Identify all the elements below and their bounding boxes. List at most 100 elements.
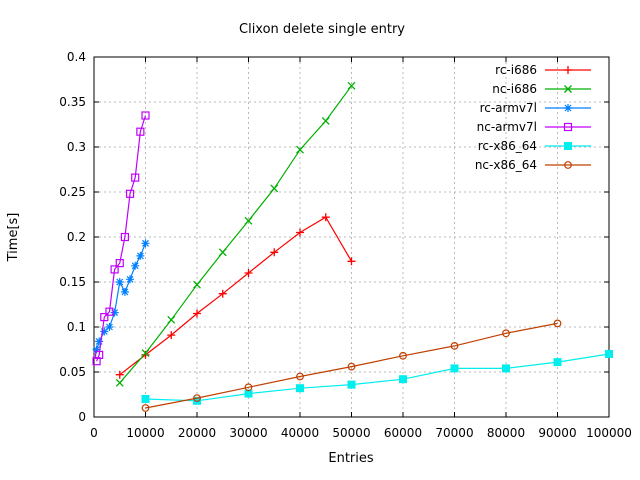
marker-filled-square: [399, 375, 407, 384]
marker-cross: [296, 145, 304, 154]
marker-open-square: [100, 313, 109, 322]
x-axis-label: Entries: [328, 451, 374, 466]
chart-title: Clixon delete single entry: [239, 22, 405, 37]
marker-plus: [270, 248, 279, 257]
marker-star: [120, 287, 129, 296]
x-tick-label: 70000: [435, 426, 473, 440]
marker-open-square: [563, 122, 573, 132]
marker-open-circle: [502, 329, 510, 338]
marker-open-square: [110, 265, 119, 274]
y-tick-label: 0.15: [59, 275, 86, 289]
marker-open-square: [131, 173, 140, 182]
marker-open-square: [92, 357, 101, 366]
marker-star: [110, 308, 119, 317]
y-tick-label: 0.1: [67, 320, 86, 334]
legend-label-rc-i686: rc-i686: [495, 63, 537, 77]
series-line-rc-x86_64: [145, 353, 610, 402]
marker-plus: [296, 228, 304, 237]
marker-plus: [115, 370, 124, 379]
y-tick-label: 0.25: [59, 185, 86, 199]
legend-label-rc-x86_64: rc-x86_64: [478, 139, 537, 153]
marker-cross: [167, 315, 176, 324]
marker-star: [95, 337, 104, 346]
y-tick-label: 0.35: [59, 95, 86, 109]
marker-open-circle: [193, 394, 201, 403]
marker-open-circle: [564, 161, 572, 169]
marker-open-circle: [399, 351, 407, 360]
marker-filled-square: [193, 396, 201, 405]
marker-cross: [564, 85, 572, 93]
marker-star: [105, 323, 114, 331]
marker-plus: [167, 331, 176, 340]
marker-open-circle: [141, 404, 150, 412]
x-tick-label: 0: [90, 426, 98, 440]
marker-open-square: [115, 259, 124, 268]
marker-star: [136, 251, 145, 260]
marker-plus: [347, 257, 356, 266]
marker-star: [131, 261, 140, 270]
marker-star: [115, 278, 124, 286]
marker-open-square: [125, 189, 135, 198]
marker-cross: [244, 216, 253, 225]
marker-cross: [218, 248, 227, 257]
y-tick-label: 0: [78, 410, 86, 424]
marker-open-square: [136, 127, 145, 136]
x-tick-label: 50000: [332, 426, 370, 440]
marker-filled-square: [553, 358, 562, 367]
series-line-rc-i686: [119, 216, 353, 376]
series-line-nc-armv7l: [96, 115, 147, 362]
x-tick-label: 10000: [126, 426, 164, 440]
marker-plus: [321, 213, 330, 222]
marker-open-circle: [553, 319, 562, 328]
marker-filled-square: [244, 389, 253, 398]
marker-plus: [193, 309, 201, 318]
marker-open-circle: [347, 362, 356, 371]
marker-cross: [270, 184, 279, 193]
y-tick-label: 0.3: [67, 140, 86, 154]
marker-plus: [218, 289, 227, 298]
marker-star: [141, 239, 150, 248]
marker-open-square: [105, 307, 114, 316]
marker-open-circle: [244, 383, 253, 392]
marker-cross: [347, 81, 356, 90]
marker-filled-square: [564, 142, 572, 150]
series-line-nc-i686: [119, 85, 352, 384]
marker-filled-square: [605, 350, 613, 358]
marker-plus: [244, 269, 253, 277]
marker-star: [92, 345, 101, 354]
marker-open-square: [141, 111, 150, 120]
marker-cross: [115, 378, 124, 387]
marker-star: [100, 327, 109, 336]
x-tick-label: 20000: [178, 426, 216, 440]
marker-open-square: [120, 232, 130, 242]
marker-cross: [193, 280, 201, 289]
x-tick-label: 100000: [586, 426, 632, 440]
series-line-nc-x86_64: [145, 322, 558, 409]
marker-open-square: [95, 350, 104, 359]
legend-label-nc-armv7l: nc-armv7l: [477, 120, 537, 134]
legend-label-rc-armv7l: rc-armv7l: [480, 101, 537, 115]
marker-star: [126, 275, 135, 284]
marker-filled-square: [502, 364, 510, 373]
y-tick-label: 0.05: [59, 365, 86, 379]
legend-label-nc-x86_64: nc-x86_64: [475, 158, 537, 172]
marker-open-circle: [450, 342, 459, 350]
y-tick-label: 0.2: [67, 230, 86, 244]
marker-cross: [321, 116, 330, 125]
plot-area: 0 10000 20000 30000 40000 50000 60000 70000 8000…: [59, 50, 632, 440]
marker-open-circle: [296, 372, 304, 381]
marker-star: [564, 104, 572, 112]
y-tick-label: 0.4: [67, 50, 86, 64]
legend-label-nc-i686: nc-i686: [492, 82, 537, 96]
x-tick-label: 30000: [229, 426, 267, 440]
marker-filled-square: [141, 395, 150, 403]
marker-filled-square: [347, 380, 356, 389]
marker-cross: [141, 349, 150, 358]
x-tick-label: 60000: [384, 426, 422, 440]
marker-plus: [564, 66, 572, 74]
x-tick-label: 90000: [538, 426, 576, 440]
marker-filled-square: [296, 384, 304, 393]
x-tick-label: 80000: [487, 426, 525, 440]
